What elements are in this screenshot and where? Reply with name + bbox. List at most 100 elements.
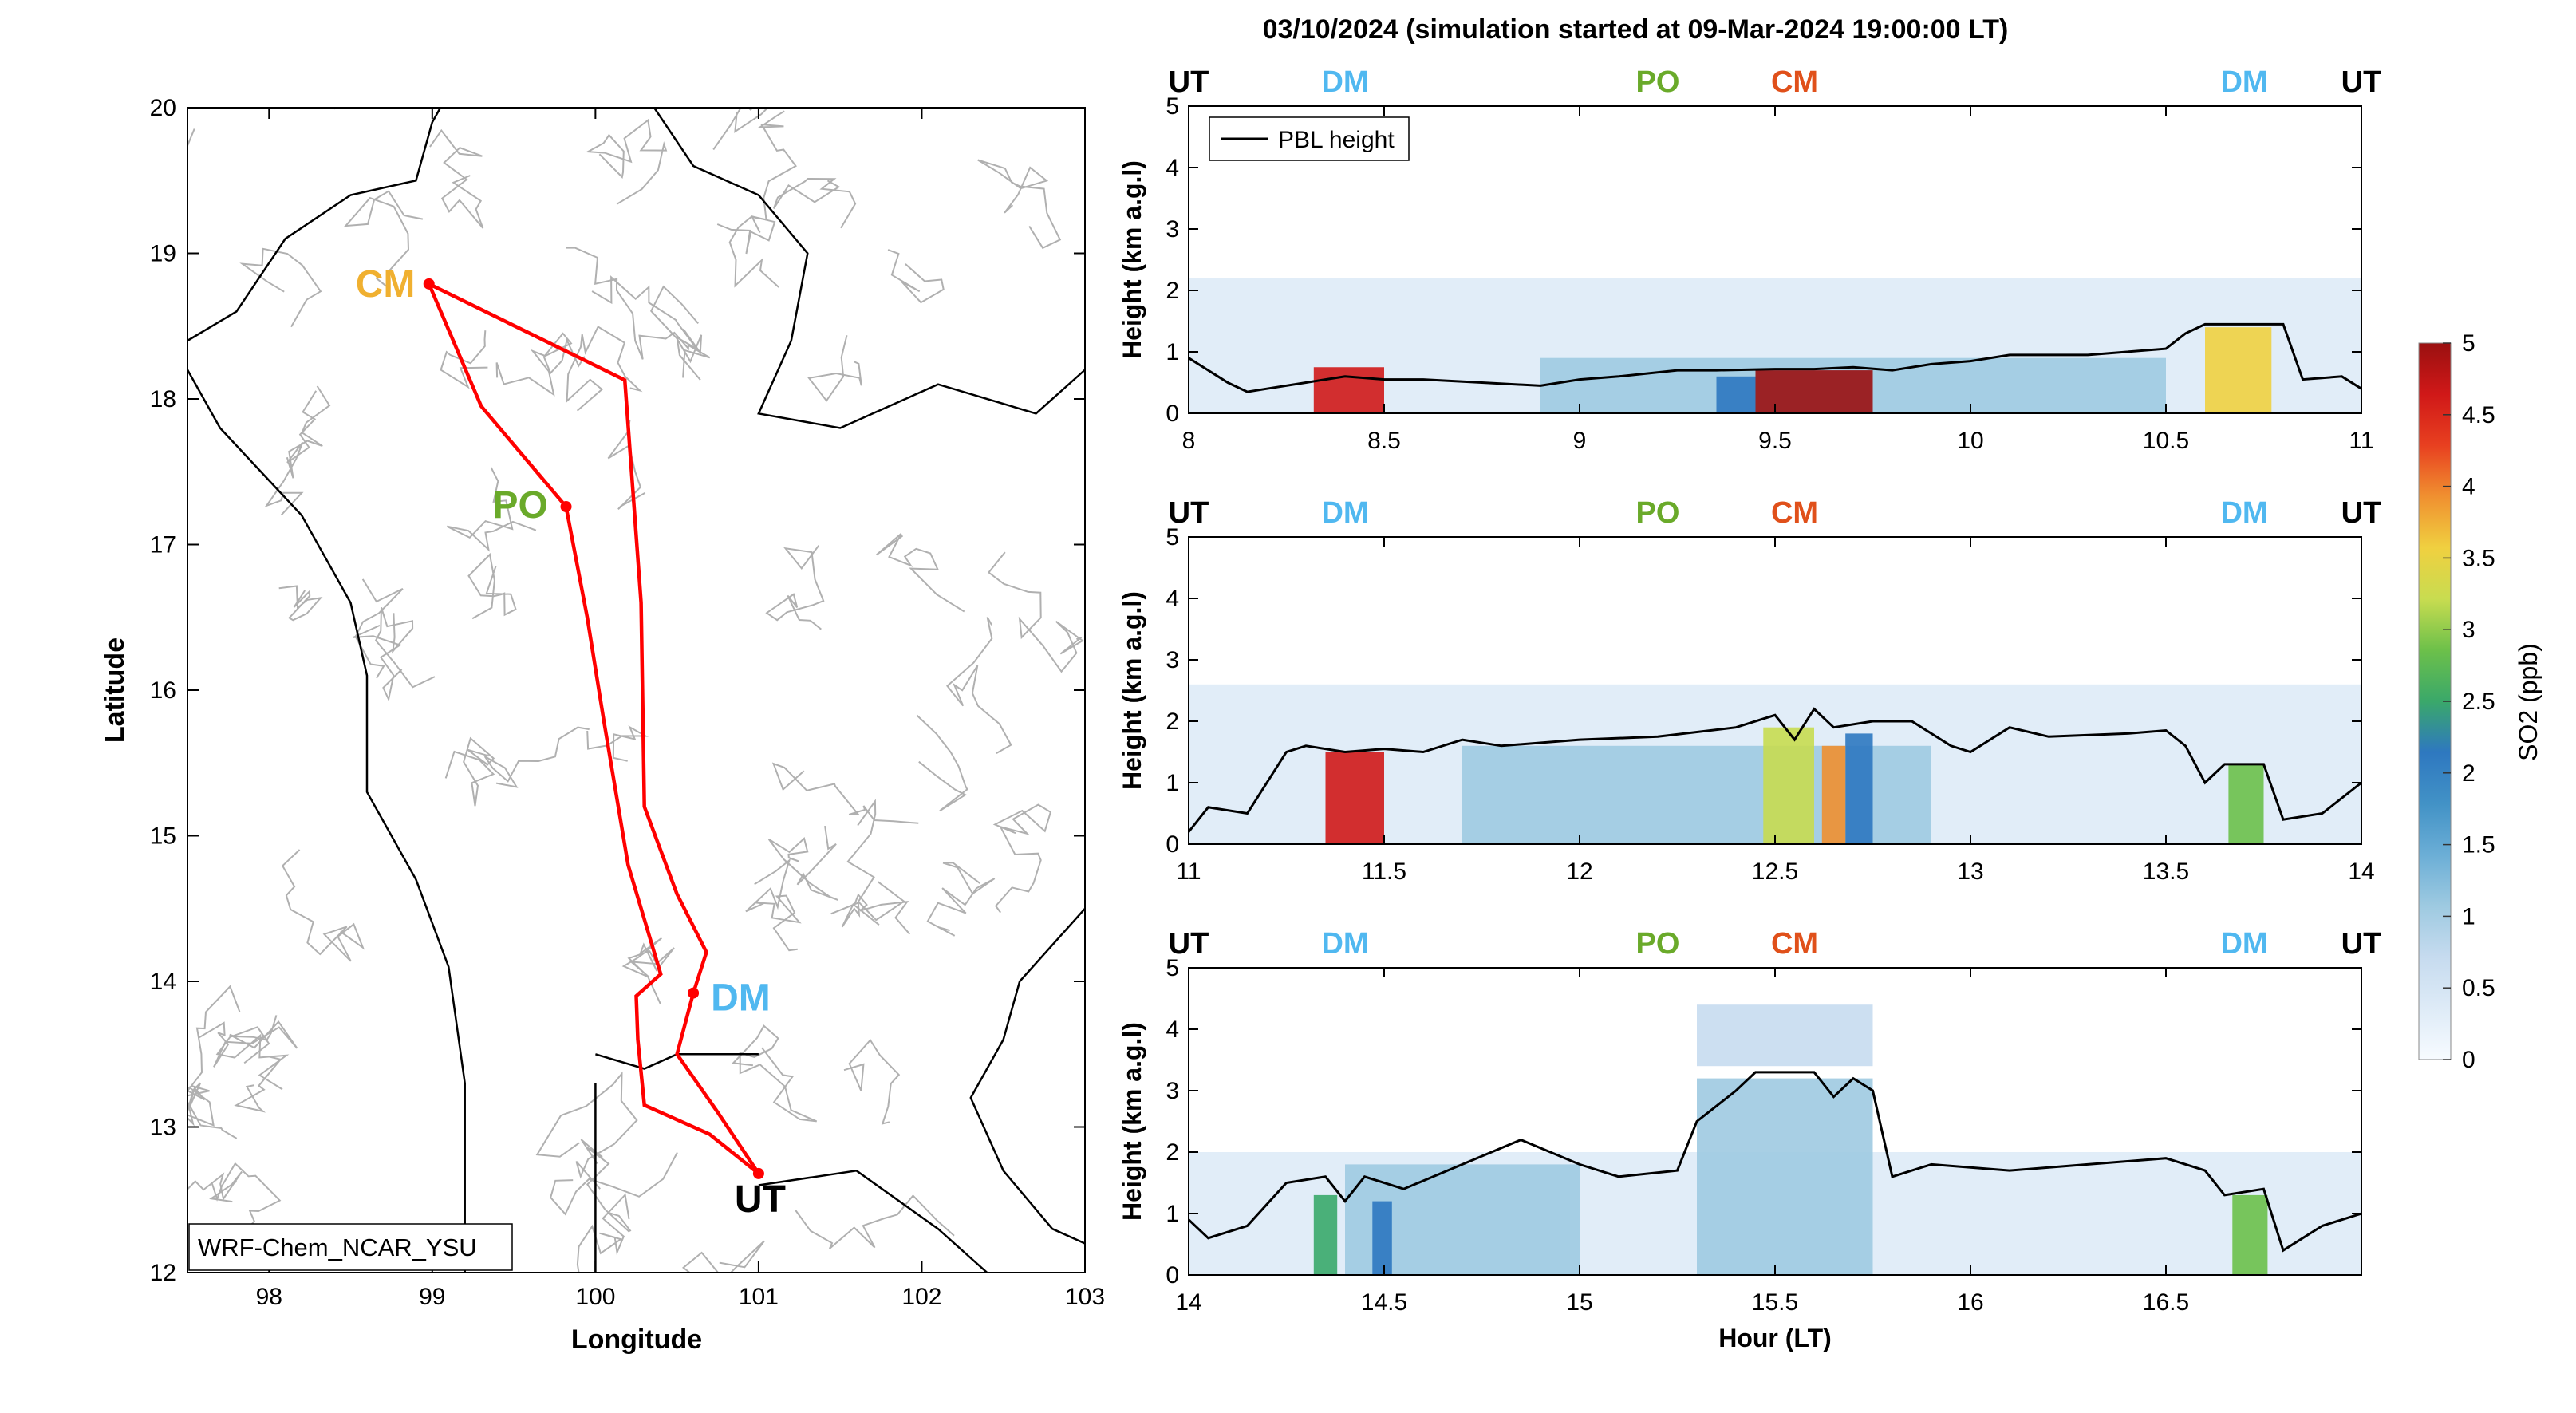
- province-boundary: [264, 390, 318, 516]
- province-boundary: [467, 552, 517, 620]
- so2-field: [1189, 1004, 2361, 1275]
- x-tick-label: 8: [1182, 428, 1196, 454]
- y-tick-label: 5: [1166, 955, 1179, 981]
- province-boundary: [374, 607, 436, 689]
- y-tick-label: 3: [1166, 647, 1179, 673]
- site-tag-cm: CM: [1771, 65, 1818, 99]
- x-tick-label: 11.5: [1362, 858, 1406, 885]
- x-tick-label: 9: [1573, 428, 1587, 454]
- y-axis-label: Height (km a.g.l): [1118, 160, 1146, 359]
- site-tag-dm: DM: [2220, 65, 2267, 99]
- site-tag-cm: CM: [1771, 496, 1818, 530]
- province-boundary: [591, 275, 701, 381]
- colorbar-tick-label: 0.5: [2462, 975, 2495, 1001]
- colorbar-tick-label: 5: [2462, 330, 2475, 357]
- province-boundary: [977, 159, 1062, 250]
- province-boundary: [580, 1139, 632, 1233]
- model-label-box: [188, 1223, 513, 1271]
- map-x-label: Longitude: [571, 1324, 702, 1355]
- colorbar-ticks: 0 0.5 1 1.5 2 2.5 3 3.5 4 4.5 5: [2443, 330, 2495, 1073]
- province-boundary: [830, 893, 911, 935]
- y-tick-label: 2: [1166, 278, 1179, 304]
- y-tick-label: 0: [1166, 401, 1179, 427]
- model-label: WRF-Chem_NCAR_YSU: [198, 1233, 477, 1261]
- colorbar-tick-label: 2: [2462, 760, 2475, 787]
- colorbar-tick-label: 4: [2462, 474, 2475, 500]
- y-tick-label: 3: [1166, 216, 1179, 243]
- x-tick-label: 14.5: [1361, 1289, 1407, 1316]
- y-tick-label: 0: [1166, 831, 1179, 858]
- x-tick-label: 14: [2348, 858, 2374, 885]
- province-boundary: [681, 1240, 765, 1273]
- country-boundary: [758, 1169, 988, 1273]
- figure-title: 03/10/2024 (simulation started at 09-Mar…: [1263, 14, 2009, 45]
- map-y-tick-label: 15: [150, 823, 176, 850]
- province-boundary: [876, 533, 965, 613]
- map-y-tick-label: 16: [150, 677, 176, 704]
- map-y-tick-label: 17: [150, 532, 176, 558]
- province-boundary: [440, 330, 488, 389]
- map-x-tick-label: 102: [901, 1284, 941, 1310]
- site-tag-dm: DM: [2220, 496, 2267, 530]
- map-sites: CM PO DM UT: [356, 263, 786, 1221]
- so2-region: [2205, 327, 2272, 413]
- site-tag-ut: UT: [1169, 65, 1209, 99]
- colorbar-tick-label: 4.5: [2462, 402, 2495, 428]
- province-boundary: [585, 118, 668, 205]
- province-boundary: [807, 335, 862, 402]
- y-tick-label: 2: [1166, 1139, 1179, 1166]
- province-boundary: [887, 249, 945, 304]
- province-boundary: [712, 108, 769, 151]
- x-tick-label: 8.5: [1367, 428, 1401, 454]
- colorbar-tick-label: 3.5: [2462, 545, 2495, 571]
- pbl-height-line: [1189, 707, 2361, 833]
- site-label-ut: UT: [735, 1178, 786, 1221]
- province-boundary: [772, 177, 857, 229]
- province-boundary: [745, 858, 802, 952]
- map-x-tick-label: 101: [739, 1284, 779, 1310]
- so2-region: [1716, 376, 1756, 413]
- country-boundary: [187, 108, 442, 342]
- site-label-dm: DM: [711, 977, 771, 1020]
- x-tick-label: 16.5: [2143, 1289, 2189, 1316]
- colorbar-tick-label: 2.5: [2462, 689, 2495, 715]
- site-tag-ut: UT: [2341, 65, 2382, 99]
- site-tag-po: PO: [1636, 927, 1680, 961]
- province-boundary: [327, 108, 336, 110]
- pbl-height-line: [1189, 1071, 2361, 1253]
- so2-field: [1189, 684, 2361, 844]
- country-boundary: [653, 108, 1085, 429]
- map-x-tick-label: 98: [256, 1284, 282, 1310]
- province-boundary: [731, 1024, 818, 1123]
- map-panel: 98 99 100 101 102 103 12 13 14 15 16 17 18 19 20 CM PO…: [100, 95, 1105, 1355]
- x-tick-label: 12.5: [1752, 858, 1798, 885]
- province-boundary: [187, 128, 195, 148]
- site-tag-dm: DM: [1321, 65, 1368, 99]
- country-boundaries: [187, 108, 1085, 1273]
- province-boundary: [483, 726, 590, 788]
- site-marker-cm: [423, 278, 435, 290]
- map-x-tick-label: 100: [575, 1284, 615, 1310]
- x-tick-label: 13.5: [2143, 858, 2189, 885]
- province-boundary: [353, 624, 403, 702]
- site-label-po: PO: [493, 484, 548, 527]
- y-tick-label: 5: [1166, 93, 1179, 120]
- x-tick-label: 15.5: [1752, 1289, 1798, 1316]
- map-x-tick-label: 99: [419, 1284, 445, 1310]
- map-y-tick-label: 20: [150, 95, 176, 121]
- so2-region: [1697, 1078, 1873, 1275]
- so2-region: [1697, 1004, 1873, 1067]
- province-boundary: [444, 736, 495, 807]
- province-boundary: [239, 247, 322, 328]
- site-label-cm: CM: [356, 263, 416, 306]
- province-boundary: [281, 849, 365, 962]
- country-boundary: [595, 1053, 759, 1070]
- province-boundary: [446, 467, 537, 552]
- country-boundary: [187, 369, 466, 1273]
- province-boundary: [916, 714, 968, 812]
- site-tag-cm: CM: [1771, 927, 1818, 961]
- province-boundary: [550, 1152, 678, 1216]
- site-tag-po: PO: [1636, 65, 1680, 99]
